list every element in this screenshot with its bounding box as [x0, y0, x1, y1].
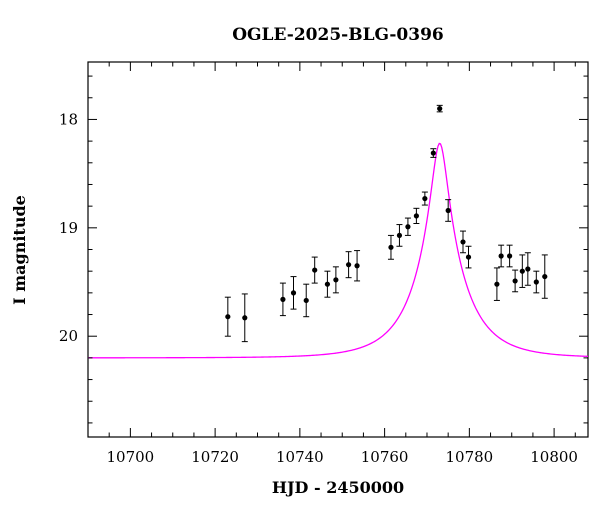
- axis-ticks: 10700 10720 10740 10760 10780 10800 18 19 20: [59, 62, 588, 466]
- data-marker: [465, 254, 472, 260]
- data-point: [533, 270, 540, 294]
- data-marker: [354, 263, 360, 269]
- data-marker: [345, 262, 352, 268]
- data-point: [303, 283, 310, 318]
- data-point: [311, 256, 318, 284]
- data-point: [512, 269, 519, 293]
- data-marker: [512, 278, 518, 284]
- data-point: [421, 191, 428, 206]
- data-marker: [542, 273, 548, 280]
- data-point: [519, 254, 526, 288]
- data-point: [413, 207, 420, 224]
- data-point: [445, 199, 452, 222]
- y-tick-label: 19: [59, 219, 78, 237]
- data-point: [387, 234, 394, 260]
- y-tick-label: 18: [59, 110, 78, 128]
- x-axis-label: HJD - 2450000: [272, 478, 404, 497]
- data-point: [465, 245, 472, 269]
- data-marker: [413, 213, 419, 219]
- data-point: [493, 267, 500, 301]
- y-tick-label: 20: [59, 327, 78, 345]
- data-marker: [333, 277, 339, 283]
- data-marker: [405, 224, 411, 230]
- data-point: [498, 244, 505, 268]
- data-marker: [445, 207, 451, 214]
- data-point: [224, 296, 231, 337]
- data-point: [404, 217, 411, 236]
- data-marker: [242, 315, 248, 321]
- model-curve-layer: [88, 142, 589, 359]
- chart-title: OGLE-2025-BLG-0396: [232, 25, 444, 45]
- data-marker: [303, 297, 309, 304]
- data-points-layer: [224, 104, 548, 343]
- x-tick-label: 10780: [445, 448, 493, 466]
- data-point: [290, 276, 297, 310]
- data-marker: [280, 296, 286, 302]
- plot-frame: [87, 61, 589, 438]
- x-tick-label: 10740: [276, 448, 324, 466]
- y-axis-label: I magnitude: [10, 195, 29, 305]
- data-marker: [396, 232, 403, 239]
- data-marker: [525, 266, 531, 272]
- data-marker: [422, 195, 428, 202]
- model-curve: [88, 142, 589, 359]
- data-point: [345, 251, 352, 279]
- data-marker: [290, 290, 297, 296]
- data-point: [324, 270, 331, 298]
- data-point: [506, 244, 513, 268]
- x-tick-label: 10760: [361, 448, 409, 466]
- data-marker: [494, 281, 500, 287]
- data-point: [430, 148, 437, 158]
- data-point: [332, 266, 339, 294]
- data-marker: [388, 244, 394, 250]
- data-marker: [498, 253, 504, 259]
- data-point: [396, 224, 403, 247]
- data-marker: [437, 106, 443, 112]
- data-marker: [225, 314, 231, 320]
- data-point: [241, 293, 248, 343]
- data-point: [541, 254, 548, 299]
- x-tick-label: 10700: [107, 448, 155, 466]
- x-tick-label: 10720: [191, 448, 239, 466]
- data-point: [460, 230, 466, 254]
- data-marker: [519, 268, 525, 274]
- data-marker: [324, 281, 331, 287]
- data-marker: [507, 253, 513, 259]
- data-marker: [460, 239, 466, 245]
- data-marker: [312, 267, 318, 273]
- data-marker: [533, 279, 539, 285]
- data-point: [279, 282, 286, 317]
- data-marker: [430, 150, 436, 156]
- data-point: [354, 250, 361, 282]
- data-point: [436, 104, 443, 113]
- data-point: [524, 252, 531, 286]
- x-tick-label: 10800: [530, 448, 578, 466]
